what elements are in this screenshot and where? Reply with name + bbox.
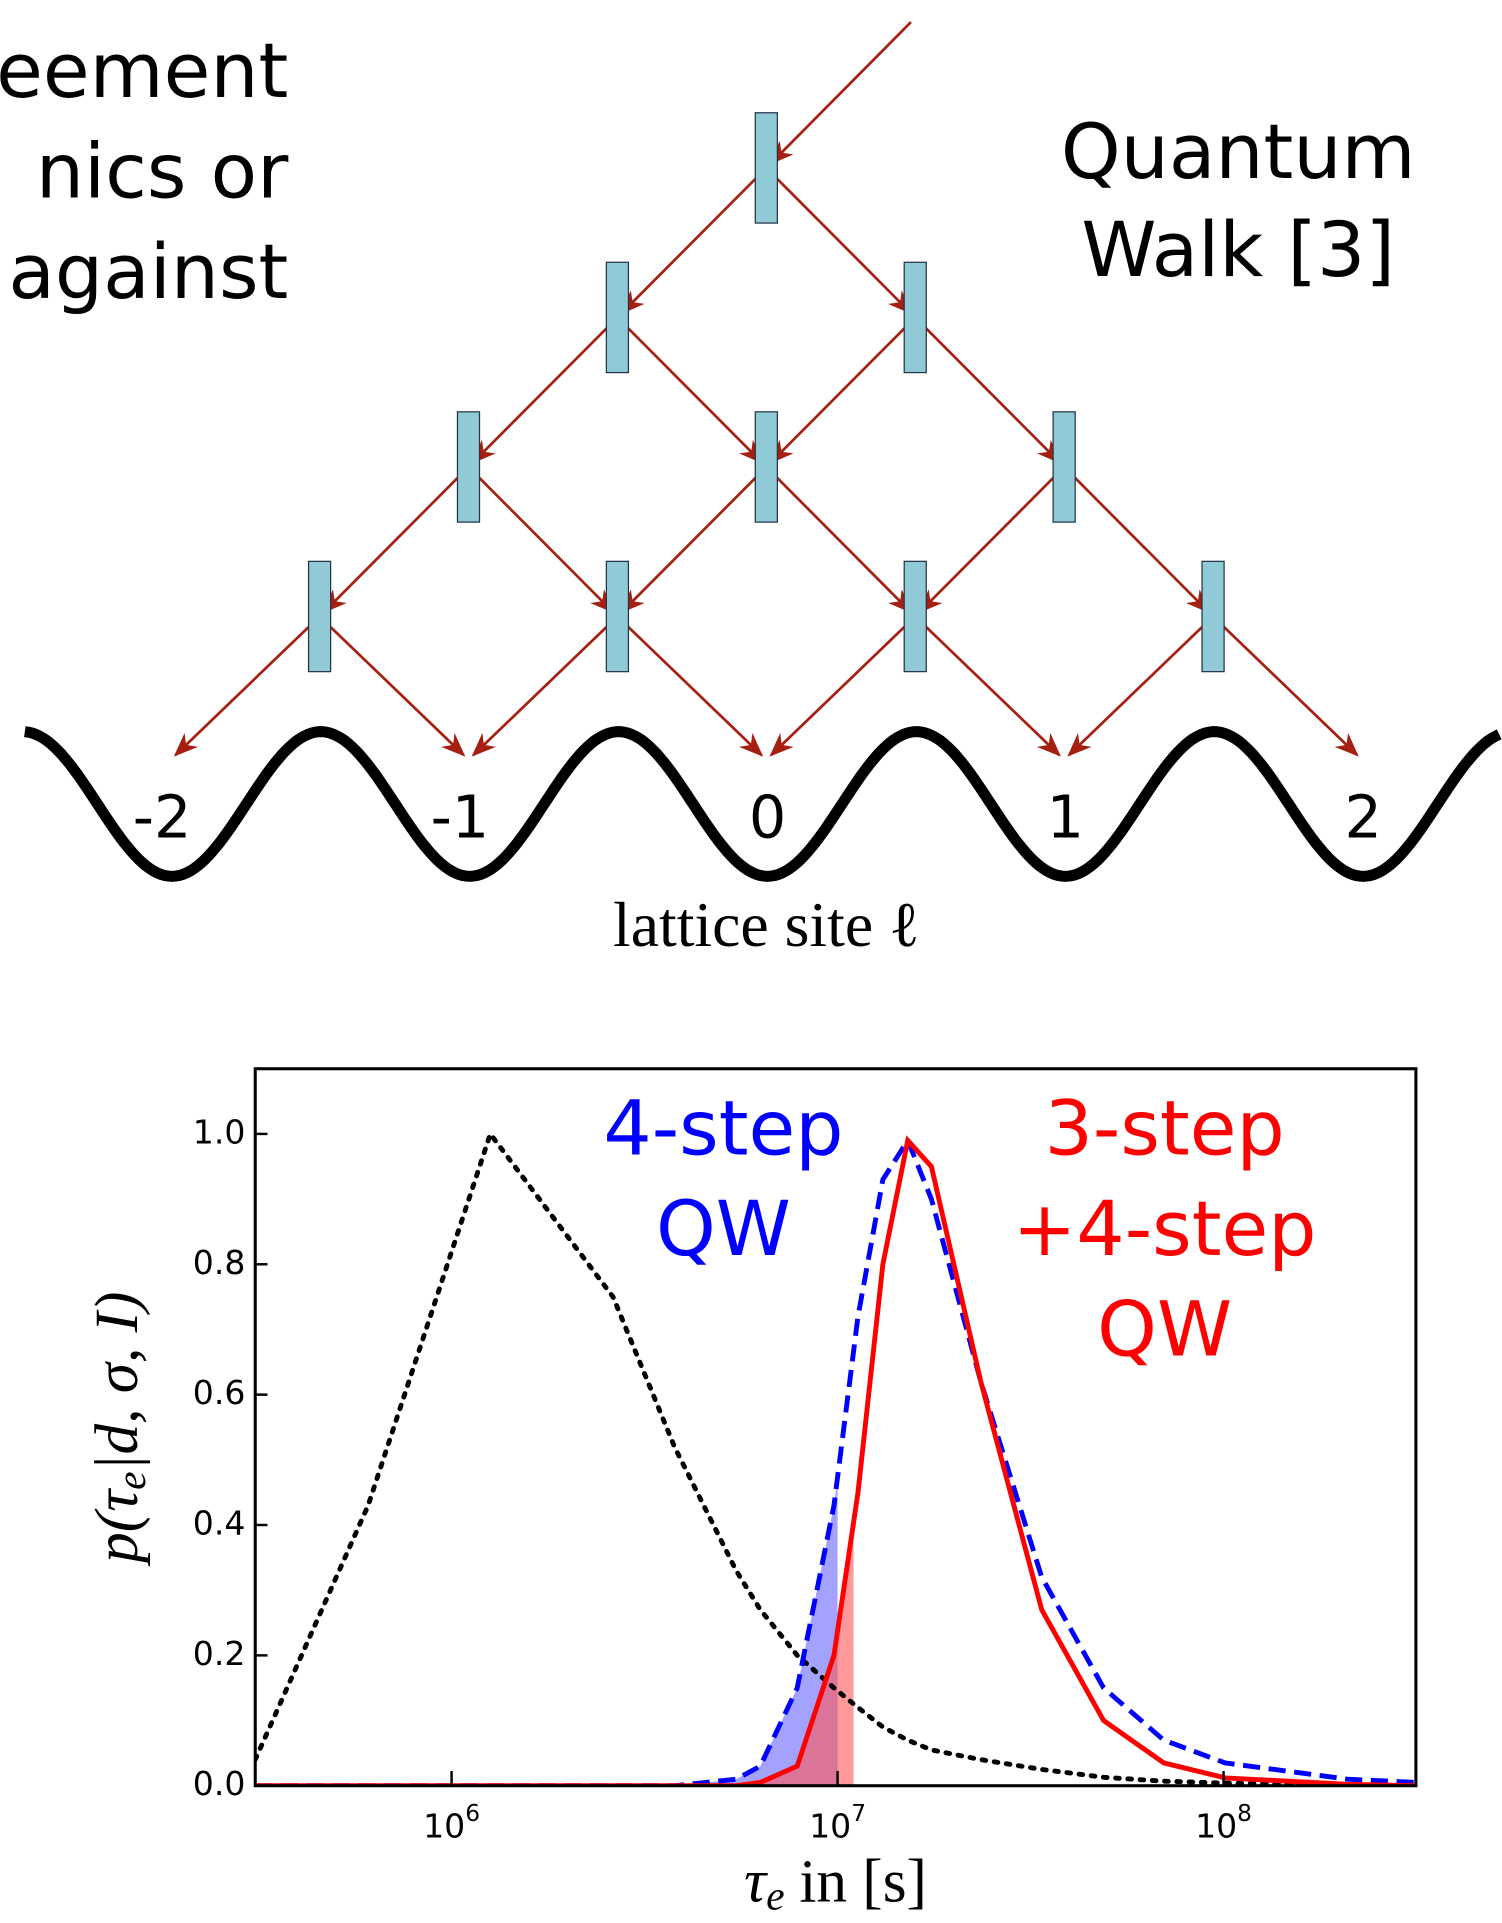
beam-splitter: [903, 261, 927, 374]
beam-arrow: [765, 166, 913, 315]
series-label: 4-step: [603, 1084, 843, 1173]
beam-arrow: [616, 316, 764, 464]
tick-exponent: 8: [1237, 1799, 1252, 1826]
side-text: nics or: [36, 126, 289, 215]
beam-splitter: [605, 560, 630, 673]
x-tick-label: 106: [423, 1799, 480, 1844]
series-label: 3-step: [1045, 1084, 1285, 1173]
beam-splitter: [1201, 560, 1225, 673]
y-tick-label: 0.6: [193, 1373, 246, 1412]
beam-arrow: [467, 466, 615, 614]
tick-base: 10: [809, 1806, 851, 1845]
axis-label: lattice site ℓ: [613, 889, 920, 960]
shaded-area: [255, 1477, 838, 1786]
series-line: [255, 1135, 1416, 1786]
y-tick-label: 0.8: [193, 1243, 246, 1282]
x-tick-label: 107: [809, 1799, 866, 1844]
plot-area: [255, 1128, 1416, 1786]
tick-base: 10: [1195, 1806, 1237, 1845]
beam-arrow: [616, 615, 764, 757]
tick-exponent: 7: [851, 1799, 866, 1826]
beam-arrow: [620, 466, 768, 614]
beam-splitter: [1052, 411, 1076, 523]
series-label: QW: [1097, 1285, 1232, 1374]
beam-arrow: [173, 615, 321, 757]
beam-splitter: [307, 560, 332, 673]
beam-arrow: [765, 466, 913, 614]
y-tick-label: 0.2: [193, 1634, 246, 1673]
symbol: τ: [744, 1848, 768, 1916]
beam-arrow: [769, 21, 912, 165]
beam-arrow: [471, 316, 619, 464]
beam-arrow: [620, 166, 768, 315]
y-tick-label: 0.4: [193, 1504, 246, 1543]
beam-arrow: [769, 316, 917, 464]
lattice-potential: [24, 726, 1502, 882]
side-text: Quantum: [1061, 107, 1416, 196]
beam-arrow: [1063, 466, 1210, 614]
text: |d, σ, I): [83, 1292, 151, 1472]
x-tick-label: 108: [1195, 1799, 1252, 1844]
beam-arrow: [322, 466, 470, 614]
site-label: -2: [133, 782, 192, 851]
beam-arrow: [1212, 615, 1359, 757]
beam-arrow: [918, 466, 1066, 614]
series-label: QW: [656, 1184, 791, 1273]
side-text: eement: [0, 26, 288, 115]
side-text: Walk [3]: [1081, 205, 1395, 294]
beam-splitter: [754, 411, 778, 523]
beam-arrow: [1067, 615, 1214, 757]
beam-arrow: [769, 615, 917, 757]
text: in [s]: [799, 1848, 927, 1916]
x-axis-label: τe in [s]: [744, 1848, 927, 1920]
site-label: -1: [431, 782, 490, 851]
site-label: 2: [1344, 782, 1381, 851]
beam-arrow: [914, 316, 1061, 464]
tick-exponent: 6: [465, 1799, 480, 1826]
quantum-walk-diagram: eement nics or against Quantum Walk [3] -2 -1 0…: [0, 21, 1502, 960]
beam-splitter: [456, 411, 481, 523]
series-line: [255, 1128, 1416, 1786]
y-axis-label: p(τe|d, σ, I): [83, 1292, 155, 1567]
beam-splitter: [754, 112, 778, 224]
series-line: [255, 1135, 1416, 1786]
series-label: +4-step: [1013, 1184, 1317, 1273]
side-text: against: [8, 227, 288, 316]
y-tick-label: 0.0: [193, 1764, 246, 1803]
text: p(τ: [83, 1488, 151, 1567]
beam-arrow: [914, 615, 1061, 757]
subscript: e: [766, 1873, 784, 1919]
beam-splitter: [605, 261, 630, 374]
y-tick-label: 1.0: [193, 1112, 246, 1151]
subscript: e: [109, 1471, 155, 1490]
beam-arrow: [471, 615, 619, 757]
beam-arrow: [318, 615, 466, 757]
tick-base: 10: [423, 1806, 465, 1845]
site-label: 0: [749, 782, 786, 851]
beam-splitter: [903, 560, 927, 673]
site-label: 1: [1047, 782, 1084, 851]
plot-frame: [253, 1067, 1418, 1788]
